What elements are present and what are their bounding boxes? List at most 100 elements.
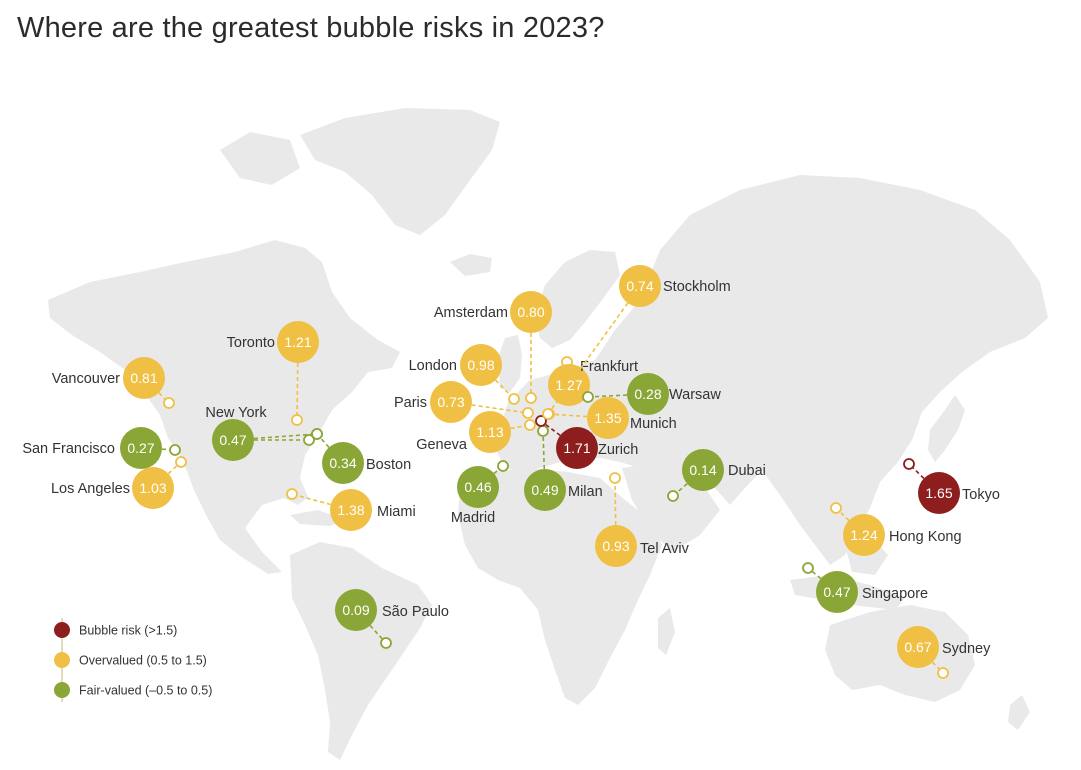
city-marker-madrid: 0.46 Madrid [451,460,509,526]
bubble-value: 0.73 [437,394,464,410]
landmass-south-america [290,542,432,760]
bubble-value: 0.47 [823,584,850,600]
value-bubble [682,449,724,491]
landmass-greenland [300,108,500,235]
city-location-dot [667,490,679,502]
value-bubble [595,525,637,567]
bubble-value: 1.65 [925,485,952,501]
city-label: Madrid [451,510,495,526]
city-marker-milan: 0.49 Milan [524,425,603,511]
city-marker-los-angeles: 1.03 Los Angeles [51,456,187,509]
city-marker-warsaw: 0.28 Warsaw [582,373,721,415]
legend-item-overvalued: Overvalued (0.5 to 1.5) [54,652,207,668]
legend-label: Fair-valued (–0.5 to 0.5) [79,684,212,698]
bubble-value: 1.38 [337,502,364,518]
leader-line [614,477,617,547]
value-bubble [843,514,885,556]
city-marker-singapore: 0.47 Singapore [802,562,928,613]
city-marker-new-york: 0.47 New York [205,405,323,461]
value-bubble [335,589,377,631]
landmass-caribbean [290,510,345,526]
city-label: Singapore [862,586,928,602]
bubble-value: 0.98 [467,357,494,373]
city-marker-sydney: 0.67 Sydney [897,626,991,679]
landmass-scandinavia [535,250,620,348]
city-marker-zurich: 1.71 Zurich [535,415,638,469]
city-label: Tokyo [962,487,1000,503]
city-label: Geneva [416,437,468,453]
city-label: Vancouver [52,371,120,387]
value-bubble [430,381,472,423]
bubble-value: 1.03 [139,480,166,496]
city-label: New York [205,405,267,421]
city-markers: 0.81 Vancouver 1.21 Toronto 0.47 New York 0.27… [22,265,1000,679]
city-location-dot [524,419,536,431]
city-marker-london: 0.98 London [409,344,520,405]
city-location-dot [525,392,537,404]
bubble-value: 0.46 [464,479,491,495]
city-location-dot [537,425,549,437]
city-location-dot [582,391,594,403]
bubble-value: 1.21 [284,334,311,350]
landmass-japan [928,395,965,462]
landmass-eurasia [495,175,1048,565]
city-label: São Paulo [382,604,449,620]
city-label: Dubai [728,463,766,479]
city-label: London [409,358,457,374]
bubble-value: 0.49 [531,482,558,498]
city-marker-paris: 0.73 Paris [394,381,534,423]
city-marker-geneva: 1.13 Geneva [416,411,536,453]
legend: Bubble risk (>1.5) Overvalued (0.5 to 1.5… [54,618,212,702]
city-location-dot [830,502,842,514]
value-bubble [277,321,319,363]
leader-line [807,567,838,593]
city-location-dot [542,408,554,420]
value-bubble [460,344,502,386]
bubble-value: 1.35 [594,410,621,426]
city-label: Warsaw [669,387,721,403]
bubble-value: 1.24 [850,527,877,543]
legend-swatch [54,652,70,668]
value-bubble [322,442,364,484]
city-label: Hong Kong [889,529,962,545]
city-marker-vancouver: 0.81 Vancouver [52,357,175,409]
city-label: Amsterdam [434,305,508,321]
legend-label: Overvalued (0.5 to 1.5) [79,654,207,668]
city-location-dot [311,428,323,440]
value-bubble [120,427,162,469]
city-marker-hong-kong: 1.24 Hong Kong [830,502,962,556]
city-marker-tokyo: 1.65 Tokyo [903,458,1000,514]
city-label: Tel Aviv [640,541,690,557]
city-marker-san-francisco: 0.27 San Francisco [22,427,181,469]
legend-swatch [54,622,70,638]
city-label: Los Angeles [51,481,130,497]
value-bubble [469,411,511,453]
city-location-dot [609,472,621,484]
leader-line [296,341,299,421]
value-bubble [330,489,372,531]
city-label: Munich [630,416,677,432]
value-bubble [918,472,960,514]
value-bubble [587,397,629,439]
bubble-value: 0.27 [127,440,154,456]
city-location-dot [175,456,187,468]
bubble-value: 0.81 [130,370,157,386]
leader-line [547,285,641,415]
bubble-value: 0.74 [626,278,653,294]
city-location-dot [522,407,534,419]
leader-line [152,461,182,489]
landmass-north-america [48,240,400,574]
city-location-dot [903,458,915,470]
city-label: San Francisco [22,441,115,457]
city-location-dot [169,444,181,456]
value-bubble [524,469,566,511]
leader-line [917,646,944,674]
legend-item-fair-valued: Fair-valued (–0.5 to 0.5) [54,682,212,698]
value-bubble [457,466,499,508]
legend-label: Bubble risk (>1.5) [79,624,177,638]
bubble-value: 0.93 [602,538,629,554]
legend-item-bubble-risk: Bubble risk (>1.5) [54,622,177,638]
landmass-new-zealand [1008,695,1030,730]
city-marker-sao-paulo: 0.09 São Paulo [335,589,449,649]
